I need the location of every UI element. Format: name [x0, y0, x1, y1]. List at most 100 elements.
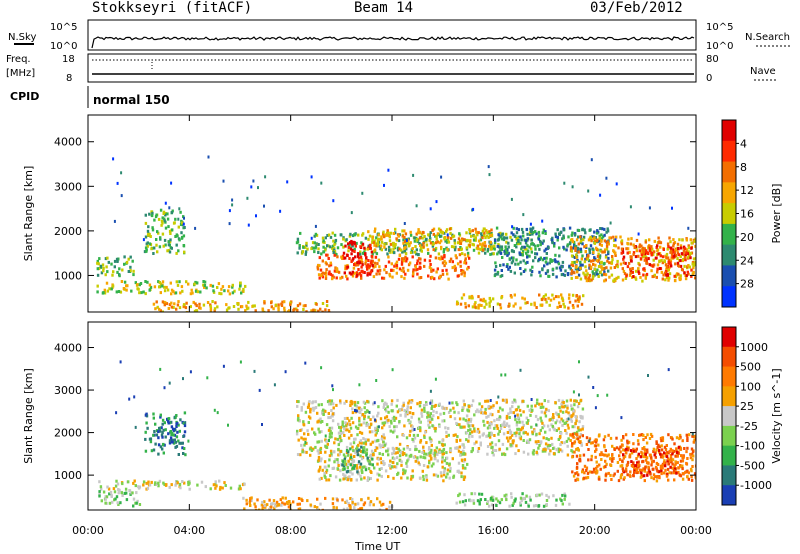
echo-cell: [212, 483, 216, 487]
echo-cell: [399, 413, 402, 417]
echo-cell: [328, 399, 331, 403]
echo-cell: [446, 272, 449, 276]
echo-cell: [110, 287, 113, 291]
echo-cell: [328, 264, 331, 268]
echo-cell: [656, 475, 659, 478]
echo-cell: [505, 414, 509, 418]
echo-cell: [643, 467, 647, 471]
echo-cell: [462, 293, 466, 297]
echo-cell: [648, 249, 651, 253]
echo-cell: [105, 265, 108, 269]
echo-cell: [429, 254, 432, 258]
echo-cell: [662, 461, 666, 465]
echo-cell: [521, 492, 524, 496]
echo-cell: [497, 243, 500, 247]
echo-cell: [222, 179, 225, 183]
echo-cell: [323, 474, 326, 478]
echo-cell: [409, 251, 413, 254]
echo-cell: [360, 241, 363, 245]
echo-cell: [496, 252, 499, 256]
y-axis-title: Slant Range [km]: [22, 368, 35, 464]
echo-cell: [470, 294, 474, 298]
echo-cell: [161, 300, 165, 304]
echo-cell: [371, 238, 374, 242]
echo-cell: [658, 449, 661, 452]
echo-cell: [437, 416, 440, 420]
echo-cell: [227, 285, 231, 289]
echo-cell: [685, 433, 688, 437]
echo-cell: [569, 433, 572, 437]
echo-cell: [557, 262, 561, 266]
echo-cell: [411, 469, 414, 473]
echo-cell: [574, 415, 577, 418]
echo-cell: [300, 408, 303, 412]
echo-cell: [644, 257, 647, 261]
echo-cell: [161, 284, 164, 288]
echo-cell: [338, 452, 341, 456]
echo-cell: [458, 232, 461, 236]
echo-cell: [414, 459, 417, 463]
echo-cell: [161, 310, 164, 312]
echo-cell: [317, 427, 320, 431]
echo-cell: [313, 234, 316, 238]
echo-cell: [558, 420, 562, 424]
echo-cell: [348, 475, 351, 479]
echo-cell: [148, 242, 152, 246]
echo-cell: [139, 282, 143, 285]
colorbar-tick-label: 500: [740, 361, 761, 374]
echo-cell: [585, 245, 588, 249]
echo-cell: [189, 370, 192, 374]
echo-cell: [339, 401, 342, 405]
echo-cell: [116, 482, 120, 486]
echo-cell: [511, 503, 514, 507]
echo-cell: [442, 479, 445, 483]
echo-cell: [672, 449, 676, 453]
y-tick-label: 2000: [54, 427, 82, 440]
echo-cell: [416, 459, 419, 463]
echo-cell: [657, 252, 660, 256]
echo-cell: [158, 285, 161, 289]
echo-cell: [489, 442, 492, 446]
echo-cell: [667, 268, 670, 272]
echo-cell: [655, 275, 658, 279]
echo-cell: [463, 403, 466, 407]
echo-cell: [429, 389, 432, 393]
echo-cell: [374, 227, 377, 231]
echo-cell: [673, 250, 677, 254]
echo-cell: [307, 415, 311, 419]
echo-cell: [102, 490, 106, 494]
echo-cell: [488, 234, 491, 238]
echo-cell: [153, 246, 156, 250]
echo-cell: [319, 451, 322, 454]
echo-cell: [172, 433, 175, 437]
echo-cell: [513, 398, 516, 402]
echo-cell: [144, 437, 147, 441]
echo-cell: [357, 272, 360, 276]
echo-cell: [482, 419, 485, 423]
echo-cell: [672, 244, 675, 248]
echo-cell: [421, 469, 424, 473]
echo-cell: [148, 288, 151, 292]
echo-cell: [155, 433, 159, 437]
echo-cell: [564, 404, 567, 408]
echo-cell: [440, 255, 443, 259]
echo-cell: [405, 465, 409, 468]
echo-cell: [473, 413, 476, 417]
echo-cell: [648, 206, 651, 210]
echo-cell: [165, 302, 169, 306]
echo-cell: [395, 425, 398, 429]
echo-cell: [530, 273, 533, 277]
echo-cell: [496, 427, 499, 430]
echo-cell: [663, 451, 666, 455]
echo-cell: [349, 463, 352, 467]
echo-cell: [664, 278, 667, 282]
echo-cell: [318, 430, 321, 434]
echo-cell: [414, 445, 417, 448]
echo-cell: [418, 242, 421, 245]
echo-cell: [335, 267, 339, 271]
echo-cell: [560, 402, 563, 406]
echo-cell: [466, 251, 470, 255]
echo-cell: [153, 482, 157, 486]
echo-cell: [599, 270, 602, 274]
echo-cell: [579, 239, 583, 243]
